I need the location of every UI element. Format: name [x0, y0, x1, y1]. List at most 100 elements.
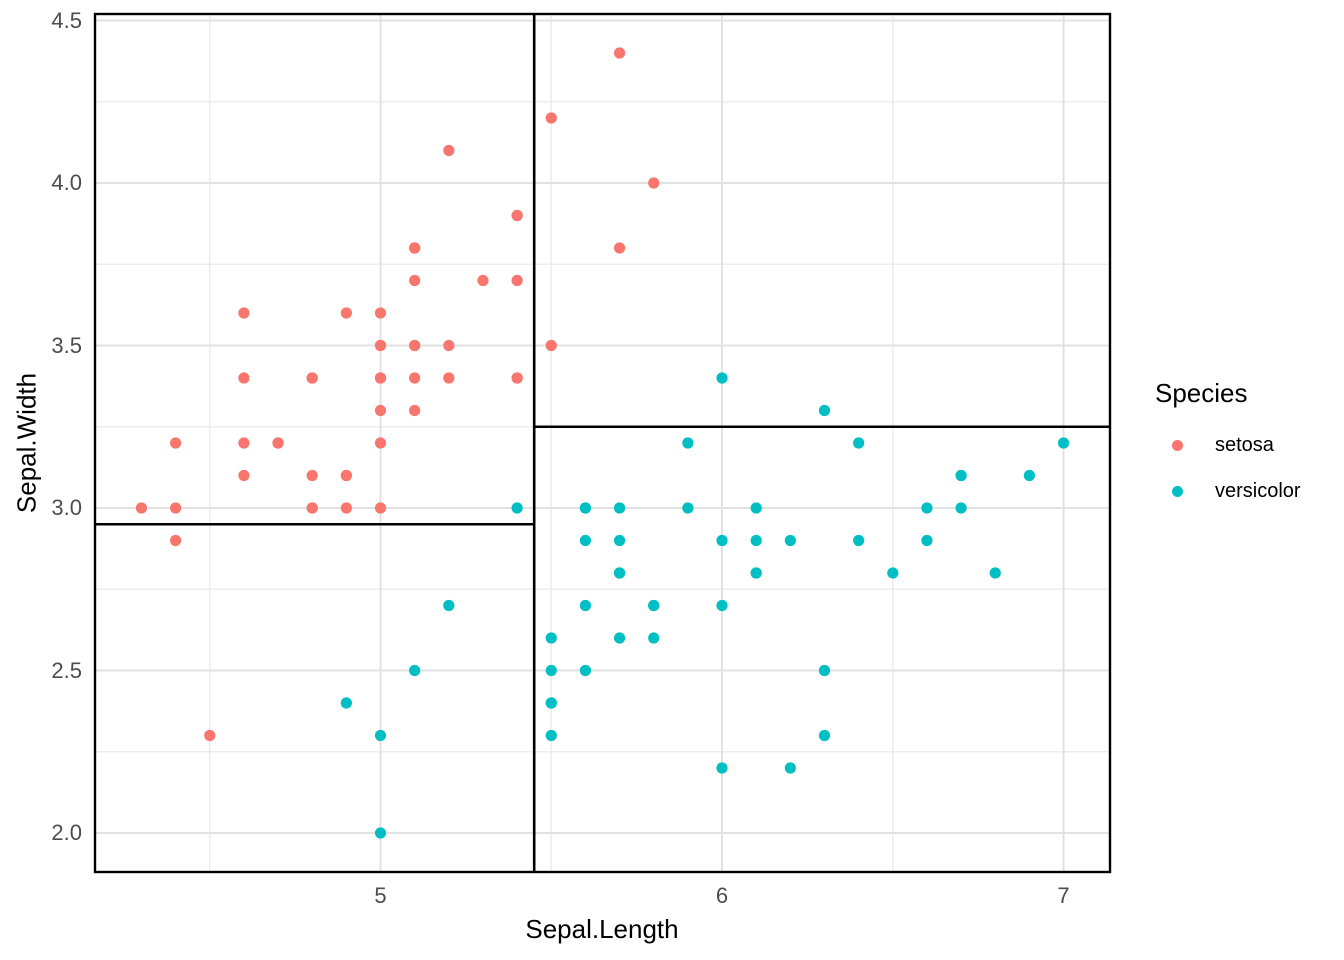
data-point-setosa: [511, 372, 523, 384]
data-point-versicolor: [443, 599, 455, 612]
data-point-setosa: [238, 469, 250, 482]
data-point-setosa: [135, 502, 148, 514]
legend-title: Species: [1155, 378, 1248, 408]
data-point-setosa: [340, 502, 352, 514]
data-point-setosa: [169, 437, 182, 449]
legend-label: versicolor: [1215, 479, 1301, 502]
legend-items: setosa versicolor: [1155, 422, 1301, 514]
data-point-setosa: [443, 372, 455, 384]
data-point-setosa: [340, 307, 352, 319]
legend-label: setosa: [1215, 433, 1274, 456]
data-point-versicolor: [921, 534, 933, 547]
data-point-versicolor: [374, 827, 387, 839]
legend-key-dot-setosa: [1172, 439, 1183, 451]
data-point-setosa: [306, 372, 318, 384]
y-tick-label: 4.0: [51, 170, 82, 195]
y-tick-label: 3.5: [51, 332, 82, 358]
data-point-setosa: [545, 339, 557, 352]
data-point-versicolor: [613, 502, 626, 514]
data-point-setosa: [613, 242, 626, 254]
data-point-versicolor: [579, 599, 592, 612]
data-point-setosa: [409, 372, 421, 384]
data-point-versicolor: [545, 632, 557, 644]
y-tick-label: 4.5: [51, 7, 82, 33]
x-tick-label: 5: [374, 883, 387, 908]
data-point-versicolor: [648, 599, 660, 612]
legend-key-dot-versicolor: [1172, 485, 1183, 497]
data-point-setosa: [409, 274, 421, 287]
data-point-versicolor: [340, 697, 352, 709]
data-point-versicolor: [818, 664, 831, 677]
data-point-versicolor: [682, 502, 694, 514]
data-point-setosa: [374, 372, 387, 384]
data-point-versicolor: [784, 534, 796, 547]
data-point-versicolor: [818, 404, 831, 417]
data-point-setosa: [409, 242, 421, 254]
data-point-setosa: [169, 502, 182, 514]
data-point-versicolor: [716, 599, 728, 612]
data-point-versicolor: [613, 534, 626, 547]
data-point-versicolor: [955, 469, 967, 482]
data-point-setosa: [443, 144, 455, 157]
data-point-versicolor: [545, 664, 557, 677]
data-point-versicolor: [716, 762, 728, 774]
data-point-versicolor: [545, 697, 557, 709]
data-point-setosa: [648, 177, 660, 189]
data-point-setosa: [340, 469, 352, 482]
data-point-versicolor: [409, 664, 421, 677]
data-point-setosa: [374, 437, 387, 449]
data-point-versicolor: [511, 502, 523, 514]
data-point-versicolor: [374, 729, 387, 742]
data-point-versicolor: [613, 567, 626, 579]
data-point-setosa: [443, 339, 455, 352]
data-point-setosa: [238, 437, 250, 449]
x-axis-title: Sepal.Length: [525, 914, 679, 944]
data-point-setosa: [511, 274, 523, 287]
legend-item-versicolor: versicolor: [1155, 468, 1301, 514]
panel-background: [95, 14, 1110, 872]
x-tick-label: 7: [1057, 883, 1070, 908]
data-point-versicolor: [716, 372, 728, 384]
data-point-setosa: [409, 339, 421, 352]
data-point-versicolor: [579, 664, 592, 677]
data-point-versicolor: [853, 534, 865, 547]
data-point-setosa: [374, 339, 387, 352]
data-point-versicolor: [921, 502, 933, 514]
data-point-setosa: [238, 372, 250, 384]
data-point-versicolor: [648, 632, 660, 644]
data-point-versicolor: [1023, 469, 1036, 482]
data-point-versicolor: [579, 502, 592, 514]
data-point-versicolor: [579, 534, 592, 547]
data-point-versicolor: [613, 632, 626, 644]
data-point-versicolor: [750, 534, 762, 547]
data-point-versicolor: [853, 437, 865, 449]
legend-item-setosa: setosa: [1155, 422, 1301, 468]
data-point-versicolor: [682, 437, 694, 449]
x-tick-label: 6: [715, 883, 729, 908]
data-point-setosa: [306, 469, 318, 482]
y-tick-label: 3.0: [51, 495, 82, 520]
data-point-setosa: [204, 729, 216, 742]
data-point-versicolor: [716, 534, 728, 547]
data-point-setosa: [374, 307, 387, 319]
y-axis-title: Sepal.Width: [11, 372, 42, 514]
data-point-versicolor: [955, 502, 967, 514]
data-point-setosa: [613, 47, 626, 59]
data-point-versicolor: [887, 567, 899, 579]
legend: Species setosa versicolor: [1155, 378, 1301, 514]
data-point-setosa: [511, 209, 523, 222]
data-point-setosa: [169, 534, 182, 547]
data-point-setosa: [238, 307, 250, 319]
data-point-setosa: [545, 112, 557, 124]
data-point-versicolor: [750, 502, 762, 514]
panel-border: [93, 12, 1112, 874]
data-point-versicolor: [989, 567, 1001, 579]
data-point-versicolor: [750, 567, 762, 579]
data-point-versicolor: [1057, 437, 1070, 449]
data-point-setosa: [374, 404, 387, 417]
data-point-setosa: [272, 437, 284, 449]
y-tick-label: 2.0: [51, 820, 82, 845]
data-point-setosa: [374, 502, 387, 514]
